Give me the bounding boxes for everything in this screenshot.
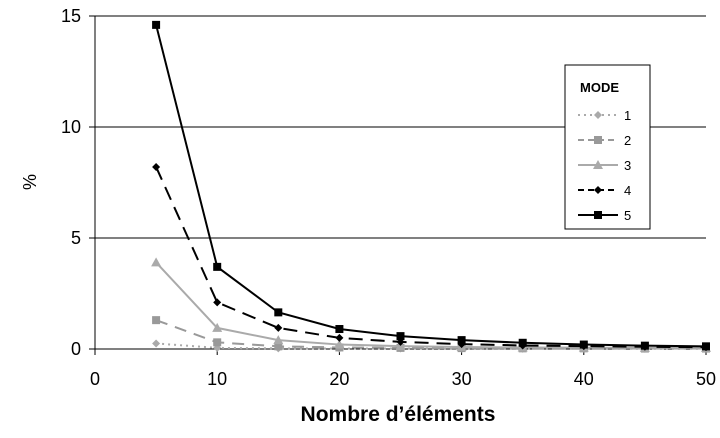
y-axis-title: % [20, 174, 40, 190]
data-point [213, 298, 222, 307]
y-tick-label: 5 [71, 228, 81, 248]
x-tick-label: 10 [207, 369, 227, 389]
data-point [640, 341, 649, 350]
legend-title: MODE [580, 80, 619, 95]
data-point [274, 308, 283, 317]
data-point [213, 262, 222, 271]
data-point [273, 335, 284, 345]
y-tick-label: 15 [61, 6, 81, 26]
legend-item-3: 3 [578, 158, 631, 173]
series-line-3 [155, 261, 706, 349]
data-point [335, 333, 344, 342]
legend-item-4: 4 [578, 183, 631, 198]
data-point [457, 336, 466, 345]
y-tick-label: 0 [71, 339, 81, 359]
data-point [579, 340, 588, 349]
data-point [274, 323, 283, 332]
legend-item-2: 2 [578, 133, 631, 148]
x-tick-label: 0 [90, 369, 100, 389]
data-point [335, 325, 344, 334]
series-line-1 [156, 342, 706, 350]
data-point [152, 162, 161, 171]
legend-item-1: 1 [578, 108, 631, 123]
legend-label: 1 [624, 108, 631, 123]
legend-item-5: 5 [578, 208, 631, 223]
legend-label: 3 [624, 158, 631, 173]
data-point [152, 20, 161, 29]
x-tick-label: 40 [574, 369, 594, 389]
legend-box [564, 64, 651, 230]
legend-marker [594, 111, 602, 119]
data-point [152, 316, 161, 325]
series-group [151, 20, 711, 353]
data-point [518, 338, 527, 347]
legend-marker [594, 211, 602, 219]
x-axis-title: Nombre d’éléments [301, 403, 496, 426]
legend-marker [594, 186, 602, 194]
data-point [334, 339, 345, 349]
data-point [152, 339, 161, 348]
legend-label: 2 [624, 133, 631, 148]
x-tick-label: 30 [452, 369, 472, 389]
data-point [396, 332, 405, 341]
legend-marker [593, 160, 603, 169]
legend-marker [594, 136, 602, 144]
legend: MODE 1 2 3 4 5 [564, 64, 651, 230]
data-point [212, 322, 223, 332]
data-point [702, 342, 710, 351]
x-tick-label: 20 [329, 369, 349, 389]
data-point [274, 342, 283, 351]
x-tick-label: 50 [696, 369, 716, 389]
legend-label: 4 [624, 183, 631, 198]
y-tick-label: 10 [61, 117, 81, 137]
legend-label: 5 [624, 208, 631, 223]
series-line-4 [155, 166, 707, 349]
data-point [151, 257, 162, 267]
series-5 [152, 20, 710, 351]
series-line-5 [155, 24, 707, 348]
data-point [213, 338, 222, 347]
